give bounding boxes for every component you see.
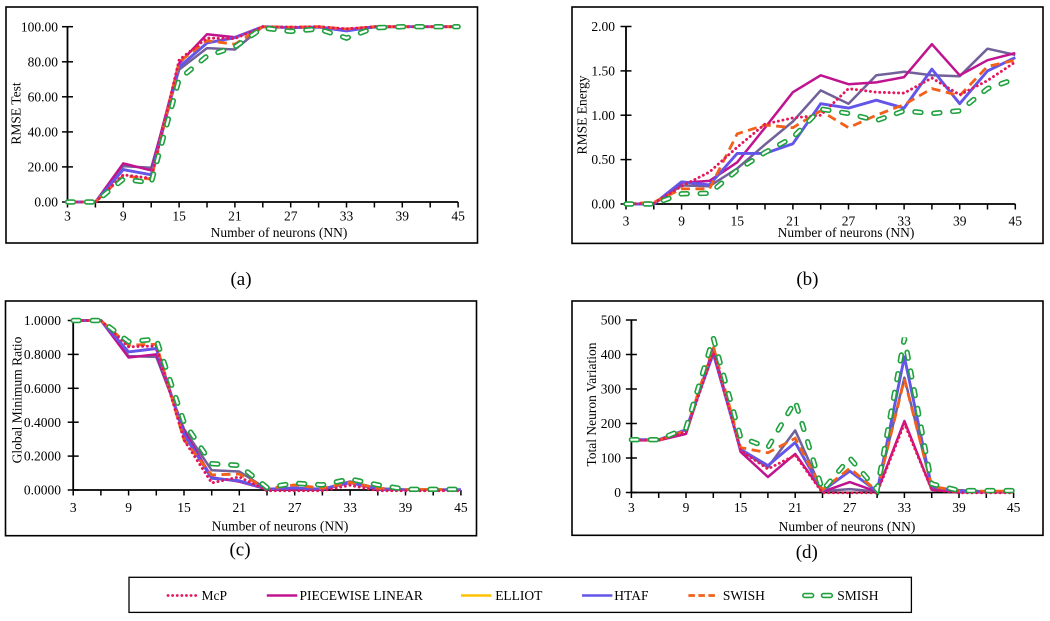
svg-text:(b): (b) — [796, 269, 818, 290]
svg-text:0.00: 0.00 — [34, 195, 58, 210]
svg-text:33: 33 — [898, 500, 912, 515]
svg-text:33: 33 — [343, 500, 357, 515]
svg-text:100.00: 100.00 — [21, 19, 58, 34]
svg-text:3: 3 — [64, 209, 71, 224]
svg-text:33: 33 — [897, 213, 911, 228]
svg-text:Number of neurons (NN): Number of neurons (NN) — [212, 519, 349, 534]
svg-text:0.00: 0.00 — [591, 197, 615, 212]
svg-text:39: 39 — [953, 213, 967, 228]
svg-text:3: 3 — [628, 500, 635, 515]
svg-text:45: 45 — [1007, 500, 1021, 515]
svg-text:100: 100 — [601, 451, 622, 466]
svg-text:9: 9 — [683, 500, 690, 515]
svg-text:15: 15 — [177, 500, 191, 515]
svg-text:1.00: 1.00 — [591, 108, 615, 123]
svg-text:40.00: 40.00 — [28, 125, 59, 140]
svg-text:21: 21 — [786, 213, 800, 228]
svg-text:SMISH: SMISH — [837, 588, 879, 603]
svg-text:0.4000: 0.4000 — [24, 415, 61, 430]
svg-text:33: 33 — [340, 209, 354, 224]
svg-text:200: 200 — [601, 416, 622, 431]
svg-text:3: 3 — [70, 500, 77, 515]
svg-text:Global Minimum Ratio: Global Minimum Ratio — [10, 336, 25, 463]
svg-text:21: 21 — [228, 209, 242, 224]
svg-text:60.00: 60.00 — [28, 89, 59, 104]
svg-text:1.0000: 1.0000 — [24, 313, 61, 328]
svg-text:15: 15 — [734, 500, 748, 515]
svg-text:400: 400 — [601, 347, 622, 362]
svg-text:15: 15 — [172, 209, 186, 224]
svg-text:45: 45 — [451, 209, 465, 224]
svg-text:McP: McP — [202, 588, 228, 603]
svg-text:ELLIOT: ELLIOT — [495, 588, 543, 603]
svg-text:HTAF: HTAF — [614, 588, 649, 603]
svg-text:(a): (a) — [230, 269, 251, 290]
svg-text:Total Neuron Variation: Total Neuron Variation — [584, 342, 599, 466]
svg-text:0: 0 — [614, 485, 621, 500]
svg-text:3: 3 — [623, 213, 630, 228]
svg-text:9: 9 — [678, 213, 685, 228]
svg-text:PIECEWISE LINEAR: PIECEWISE LINEAR — [300, 588, 423, 603]
svg-text:39: 39 — [952, 500, 966, 515]
svg-text:21: 21 — [788, 500, 802, 515]
svg-text:21: 21 — [233, 500, 247, 515]
svg-text:RMSE Energy: RMSE Energy — [575, 75, 590, 154]
svg-text:80.00: 80.00 — [28, 54, 59, 69]
svg-text:1.50: 1.50 — [591, 64, 615, 79]
svg-text:0.6000: 0.6000 — [24, 381, 61, 396]
svg-text:27: 27 — [843, 500, 857, 515]
svg-text:39: 39 — [396, 209, 410, 224]
svg-text:9: 9 — [120, 209, 127, 224]
svg-text:SWISH: SWISH — [723, 588, 765, 603]
svg-text:500: 500 — [601, 313, 622, 328]
svg-text:20.00: 20.00 — [28, 160, 59, 175]
svg-text:2.00: 2.00 — [591, 19, 615, 34]
svg-text:0.8000: 0.8000 — [24, 347, 61, 362]
svg-text:(c): (c) — [229, 540, 250, 561]
svg-text:27: 27 — [842, 213, 856, 228]
svg-text:9: 9 — [125, 500, 132, 515]
svg-text:27: 27 — [284, 209, 298, 224]
svg-text:15: 15 — [730, 213, 744, 228]
svg-text:0.50: 0.50 — [591, 152, 615, 167]
svg-text:45: 45 — [454, 500, 468, 515]
svg-text:300: 300 — [601, 382, 622, 397]
svg-text:(d): (d) — [796, 542, 818, 563]
svg-text:39: 39 — [399, 500, 413, 515]
svg-text:Number of neurons (NN): Number of neurons (NN) — [778, 225, 915, 240]
svg-text:27: 27 — [288, 500, 302, 515]
svg-text:RMSE Test: RMSE Test — [9, 82, 24, 144]
svg-text:0.2000: 0.2000 — [24, 449, 61, 464]
svg-text:Number of neurons (NN): Number of neurons (NN) — [211, 225, 348, 240]
svg-text:Number of neurons (NN): Number of neurons (NN) — [779, 519, 916, 534]
svg-text:45: 45 — [1009, 213, 1023, 228]
svg-text:0.0000: 0.0000 — [24, 483, 61, 498]
